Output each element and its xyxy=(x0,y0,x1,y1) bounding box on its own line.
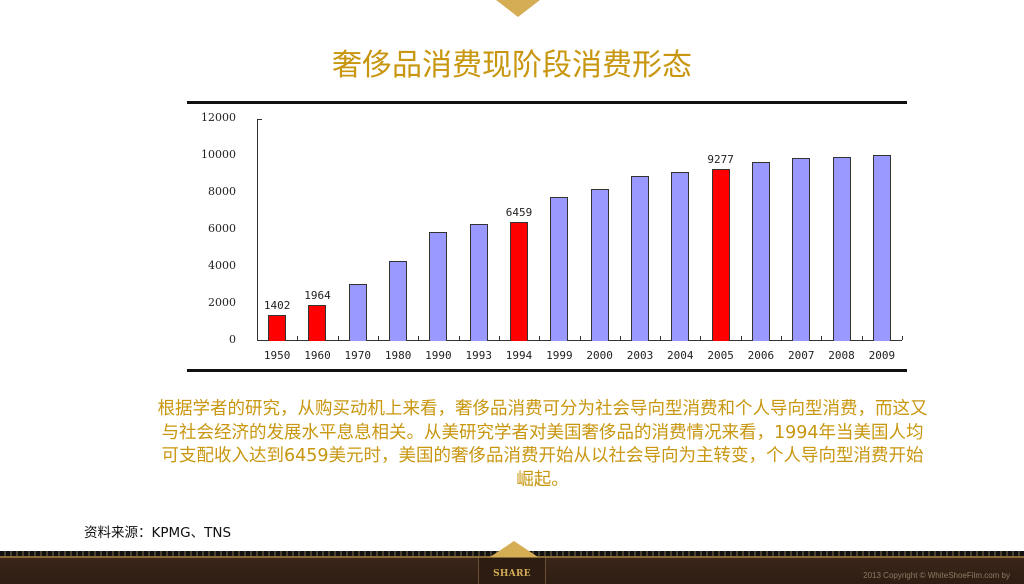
data-label: 9277 xyxy=(707,153,734,167)
x-tick xyxy=(740,336,742,340)
footer-gold-line xyxy=(0,556,1024,558)
x-tick-label: 1980 xyxy=(384,349,412,362)
data-label: 6459 xyxy=(505,205,533,219)
x-tick-label: 1950 xyxy=(263,349,291,362)
chart-top-rule xyxy=(187,101,907,104)
x-tick xyxy=(902,336,903,340)
bar-1993 xyxy=(469,224,488,341)
data-label: 1402 xyxy=(263,299,291,313)
x-tick xyxy=(821,336,823,340)
y-axis xyxy=(257,119,258,341)
bar-2008 xyxy=(832,156,851,341)
x-tick xyxy=(619,336,621,340)
x-tick xyxy=(498,336,500,340)
data-label: 1964 xyxy=(304,288,331,302)
bar-1980 xyxy=(389,261,408,341)
bar-2009 xyxy=(872,155,891,341)
y-tick-label: 10000 xyxy=(201,148,236,161)
bar-2007 xyxy=(792,157,811,341)
bar-chart: 0 2000 4000 6000 8000 10000 12000 1950 1402 1960… xyxy=(187,101,907,372)
bar-1950 xyxy=(268,315,287,341)
share-button[interactable]: SHARE xyxy=(493,569,531,579)
y-tick-label: 4000 xyxy=(208,259,236,272)
x-tick-label: 2007 xyxy=(787,349,815,362)
x-tick-label: 2005 xyxy=(707,349,734,362)
description-paragraph: 根据学者的研究，从购买动机上来看，奢侈品消费可分为社会导向型消费和个人导向型消费… xyxy=(157,399,928,490)
x-tick xyxy=(458,336,460,340)
bar-2005 xyxy=(711,169,730,341)
x-tick-label: 2008 xyxy=(828,349,855,362)
share-tab[interactable] xyxy=(478,558,546,584)
y-tick-label: 6000 xyxy=(208,222,236,235)
copyright-text: 2013 Copyright © WhiteShoeFilm.com by xyxy=(863,571,1010,580)
top-notch-triangle xyxy=(496,0,540,17)
y-tick-label: 0 xyxy=(229,333,236,346)
source-note: 资料来源：KPMG、TNS xyxy=(84,525,232,541)
x-tick xyxy=(700,336,702,340)
x-tick-label: 2006 xyxy=(747,349,775,362)
x-tick xyxy=(418,336,420,340)
x-tick xyxy=(337,336,339,340)
page-title: 奢侈品消费现阶段消费形态 xyxy=(332,48,692,83)
share-triangle-icon xyxy=(490,541,538,557)
x-tick xyxy=(781,336,783,340)
bar-1994 xyxy=(510,221,529,341)
bar-1999 xyxy=(550,196,569,341)
x-tick xyxy=(377,336,379,340)
bar-2006 xyxy=(751,161,770,341)
x-tick-label: 2009 xyxy=(868,349,896,362)
y-tick-label: 12000 xyxy=(201,111,236,124)
x-tick xyxy=(660,336,662,340)
x-tick-label: 2003 xyxy=(626,349,654,362)
x-tick xyxy=(539,336,541,340)
bar-2003 xyxy=(630,176,649,341)
x-tick-label: 2000 xyxy=(586,349,613,362)
y-tick-label: 2000 xyxy=(208,296,236,309)
bar-2004 xyxy=(671,171,690,341)
x-tick xyxy=(297,336,299,340)
bar-1970 xyxy=(348,283,367,341)
x-tick-label: 1999 xyxy=(546,349,573,362)
chart-bottom-rule xyxy=(187,369,907,372)
x-tick xyxy=(579,336,581,340)
bar-1960 xyxy=(308,304,327,341)
x-tick-label: 2004 xyxy=(667,349,694,362)
x-tick-label: 1993 xyxy=(465,349,492,362)
x-axis xyxy=(257,340,902,341)
bar-2000 xyxy=(590,189,609,341)
bar-1990 xyxy=(429,231,448,341)
x-tick-label: 1990 xyxy=(425,349,452,362)
x-tick-label: 1994 xyxy=(505,349,533,362)
y-axis-cap xyxy=(257,119,262,120)
x-tick xyxy=(861,336,863,340)
x-tick-label: 1960 xyxy=(304,349,331,362)
x-tick-label: 1970 xyxy=(344,349,372,362)
y-tick-label: 8000 xyxy=(208,185,236,198)
